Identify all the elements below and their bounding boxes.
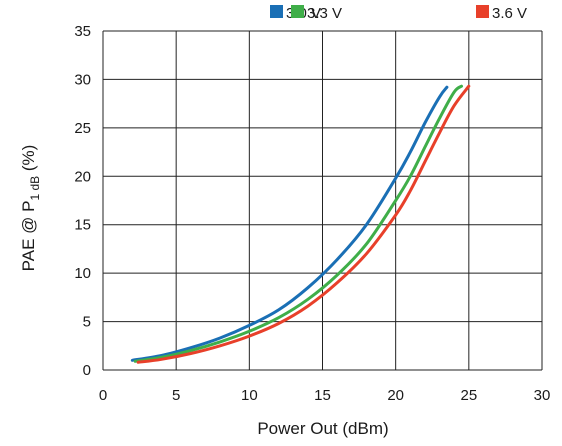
y-axis-title-suffix: (%) bbox=[19, 145, 38, 176]
y-tick-label-4: 20 bbox=[74, 168, 91, 185]
y-axis-title-prefix: PAE @ P bbox=[19, 201, 38, 272]
ticks: 0 5 10 15 20 25 30 0 5 10 15 20 25 30 35 bbox=[74, 23, 550, 404]
x-axis-title: Power Out (dBm) bbox=[257, 419, 388, 438]
legend-swatch-2 bbox=[476, 5, 489, 18]
series-line-2 bbox=[136, 84, 471, 364]
y-axis-title: PAE @ P1 dB (%) bbox=[19, 145, 42, 272]
legend-swatch-0 bbox=[270, 5, 283, 18]
y-tick-label-2: 10 bbox=[74, 265, 91, 282]
x-tick-label-5: 25 bbox=[460, 387, 477, 404]
y-tick-label-0: 0 bbox=[83, 362, 91, 379]
legend-label-1: 3.3 V bbox=[307, 5, 342, 22]
x-tick-label-1: 5 bbox=[172, 387, 180, 404]
y-tick-label-1: 5 bbox=[83, 314, 91, 331]
y-tick-label-7: 35 bbox=[74, 23, 91, 40]
y-tick-label-3: 15 bbox=[74, 217, 91, 234]
x-tick-label-4: 20 bbox=[387, 387, 404, 404]
legend-swatch-1 bbox=[291, 5, 304, 18]
series-group bbox=[130, 84, 471, 364]
x-tick-label-3: 15 bbox=[314, 387, 331, 404]
series-line-1 bbox=[133, 84, 463, 363]
legend-label-2: 3.6 V bbox=[492, 5, 527, 22]
y-tick-label-6: 30 bbox=[74, 71, 91, 88]
grid bbox=[102, 30, 543, 371]
y-axis-title-subscript: 1 dB bbox=[28, 176, 42, 201]
y-tick-label-5: 25 bbox=[74, 120, 91, 137]
x-tick-label-2: 10 bbox=[241, 387, 258, 404]
series-line-0 bbox=[130, 85, 449, 362]
legend: 3.0 V3.3 V3.6 V bbox=[270, 5, 527, 22]
x-tick-label-0: 0 bbox=[99, 387, 107, 404]
x-tick-label-6: 30 bbox=[534, 387, 551, 404]
